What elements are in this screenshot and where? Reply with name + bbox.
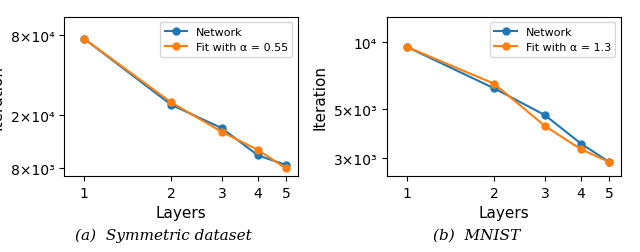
X-axis label: Layers: Layers — [479, 206, 529, 220]
Fit with α = 0.55 — [81, 38, 88, 41]
Line: Fit with α = 0.55: Fit with α = 0.55 — [81, 36, 289, 172]
Legend: Network, Fit with α = 0.55: Network, Fit with α = 0.55 — [160, 23, 292, 57]
Network — [541, 114, 548, 117]
Fit with α = 0.55 — [218, 131, 226, 134]
Line: Network: Network — [81, 36, 289, 169]
Legend: Network, Fit with α = 1.3: Network, Fit with α = 1.3 — [490, 23, 615, 57]
Fit with α = 0.55 — [168, 102, 175, 105]
Fit with α = 0.55 — [282, 167, 290, 170]
Network — [605, 161, 612, 164]
Fit with α = 1.3 — [605, 161, 612, 164]
Fit with α = 1.3 — [541, 125, 548, 128]
X-axis label: Layers: Layers — [156, 206, 206, 220]
Text: (b)  MNIST: (b) MNIST — [433, 228, 520, 242]
Network — [218, 127, 226, 130]
Network — [254, 154, 262, 157]
Fit with α = 1.3 — [490, 83, 498, 86]
Network — [81, 38, 88, 41]
Line: Fit with α = 1.3: Fit with α = 1.3 — [404, 44, 612, 166]
Network — [490, 87, 498, 90]
Network — [403, 46, 411, 49]
Network — [577, 142, 585, 145]
Fit with α = 1.3 — [403, 46, 411, 49]
Y-axis label: Iteration: Iteration — [0, 65, 5, 129]
Y-axis label: Iteration: Iteration — [313, 65, 328, 129]
Line: Network: Network — [404, 44, 612, 166]
Network — [168, 104, 175, 107]
Text: (a)  Symmetric dataset: (a) Symmetric dataset — [75, 228, 252, 242]
Network — [282, 164, 290, 167]
Fit with α = 1.3 — [577, 148, 585, 151]
Fit with α = 0.55 — [254, 149, 262, 152]
